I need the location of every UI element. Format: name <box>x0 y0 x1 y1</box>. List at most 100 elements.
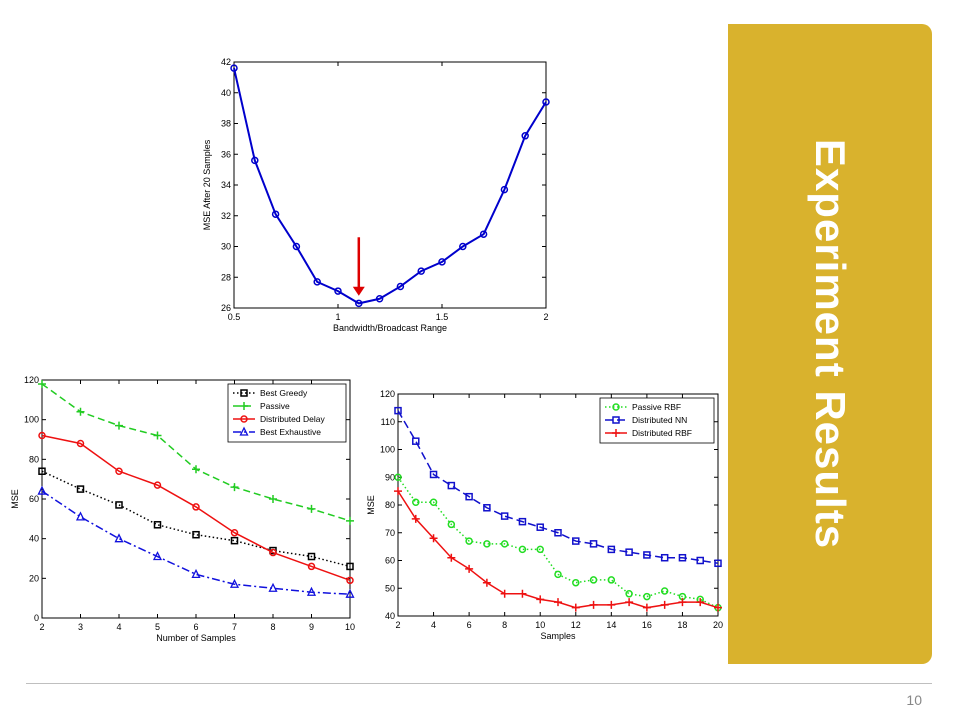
series-line <box>41 434 351 582</box>
y-tick-label: 70 <box>385 528 395 538</box>
data-point <box>411 514 420 523</box>
series-passive <box>38 379 354 525</box>
legend-marker <box>240 415 248 423</box>
x-tick-label: 4 <box>431 620 436 630</box>
y-tick-label: 0 <box>34 613 39 623</box>
x-tick-label: 2 <box>39 622 44 632</box>
data-point <box>307 504 316 513</box>
series-distributed-nn <box>394 406 722 568</box>
legend: Passive RBF Distributed NN Distributed RBF <box>599 397 715 444</box>
data-point <box>75 511 86 521</box>
data-point <box>714 559 722 568</box>
data-point <box>307 562 316 571</box>
data-point <box>714 603 722 612</box>
x-tick-label: 16 <box>642 620 652 630</box>
y-tick-label: 50 <box>385 583 395 593</box>
data-point <box>76 407 85 416</box>
data-point <box>438 258 446 266</box>
data-point <box>37 485 47 495</box>
data-point <box>230 64 238 72</box>
data-point <box>696 556 704 565</box>
x-tick-label: 7 <box>232 622 237 632</box>
x-tick-label: 6 <box>193 622 198 632</box>
y-tick-label: 30 <box>221 242 231 252</box>
data-point <box>447 520 456 529</box>
data-point <box>76 439 85 448</box>
y-axis-label: MSE <box>366 495 376 515</box>
data-point <box>625 598 634 607</box>
y-tick-label: 90 <box>385 472 395 482</box>
data-point <box>345 588 355 598</box>
y-tick-label: 26 <box>221 303 231 313</box>
x-tick-label: 8 <box>270 622 275 632</box>
data-point <box>607 576 616 584</box>
y-tick-label: 34 <box>221 180 231 190</box>
x-tick-label: 18 <box>677 620 687 630</box>
x-tick-label: 10 <box>345 622 355 632</box>
legend: Best Greedy Passive Distributed Delay Best … <box>227 383 347 443</box>
data-point <box>412 498 420 506</box>
data-point <box>76 485 85 493</box>
data-point <box>660 553 669 562</box>
series-distributed-rbf <box>394 487 722 612</box>
data-point <box>269 548 277 557</box>
data-point <box>483 540 491 548</box>
data-point <box>412 437 420 445</box>
y-tick-label: 80 <box>29 454 39 464</box>
data-point <box>230 483 239 492</box>
x-tick-label: 0.5 <box>228 312 241 322</box>
series-0 <box>230 64 550 308</box>
legend-label: Best Greedy <box>260 388 308 398</box>
data-point <box>643 551 651 559</box>
data-point <box>38 467 46 475</box>
data-point <box>447 553 456 562</box>
footer-divider <box>26 683 932 684</box>
data-point <box>251 156 259 165</box>
y-tick-label: 110 <box>381 417 395 427</box>
data-point <box>152 551 163 561</box>
legend-marker <box>612 403 620 411</box>
data-point <box>554 598 562 607</box>
data-point <box>500 185 509 194</box>
data-point <box>375 295 384 303</box>
data-point <box>660 600 669 609</box>
data-point <box>536 595 545 604</box>
legend-label: Distributed RBF <box>632 428 692 438</box>
legend-marker <box>612 416 620 424</box>
y-tick-label: 60 <box>385 556 395 566</box>
series-line <box>397 410 719 565</box>
side-title-panel: Experiment Results <box>728 24 932 664</box>
data-point <box>696 598 705 607</box>
bandwidth-mse-chart: 0.5 1 1.5 2 26 28 30 32 34 36 38 40 42 Bandwidth/Broa… <box>202 57 550 333</box>
y-tick-label: 28 <box>221 272 231 282</box>
data-point <box>554 529 562 537</box>
data-point <box>192 530 200 539</box>
data-point <box>643 592 651 601</box>
data-point <box>482 578 491 587</box>
data-point <box>394 487 402 496</box>
data-point <box>191 568 201 579</box>
y-tick-label: 80 <box>385 500 395 510</box>
data-point <box>518 517 527 526</box>
x-tick-label: 2 <box>395 620 400 630</box>
data-point <box>38 379 46 388</box>
data-point <box>518 589 527 598</box>
data-point <box>271 210 280 218</box>
data-point <box>429 470 438 479</box>
data-point <box>660 587 669 595</box>
series-line <box>397 476 719 609</box>
page-number: 10 <box>906 692 922 708</box>
data-point <box>192 465 200 474</box>
data-point <box>571 603 580 612</box>
data-point <box>355 299 363 308</box>
data-point <box>269 495 277 503</box>
data-point <box>518 545 527 554</box>
x-tick-label: 6 <box>467 620 472 630</box>
y-tick-label: 32 <box>221 211 231 221</box>
data-point <box>572 578 580 587</box>
legend-label: Passive RBF <box>632 402 681 412</box>
y-tick-label: 100 <box>380 445 395 455</box>
arrow-head <box>352 286 365 296</box>
y-tick-label: 40 <box>385 611 395 621</box>
data-point <box>607 545 616 554</box>
